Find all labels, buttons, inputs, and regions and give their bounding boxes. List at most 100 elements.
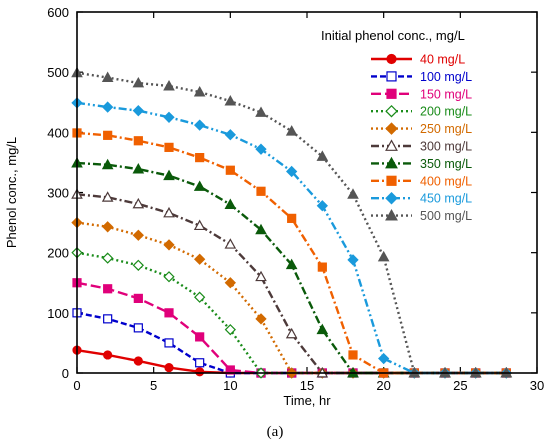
data-point bbox=[255, 106, 267, 117]
data-point bbox=[255, 223, 267, 235]
data-point bbox=[163, 271, 175, 283]
data-point bbox=[316, 323, 329, 335]
data-point bbox=[225, 365, 235, 375]
legend-label: 150 mg/L bbox=[420, 87, 472, 101]
legend-entry: 250 mg/L bbox=[371, 122, 472, 136]
data-point bbox=[164, 338, 174, 348]
x-tick-label: 0 bbox=[73, 378, 80, 393]
x-axis-title: Time, hr bbox=[283, 393, 331, 408]
data-point bbox=[194, 253, 206, 265]
legend-label: 400 mg/L bbox=[420, 174, 472, 188]
data-point bbox=[194, 291, 206, 303]
legend: Initial phenol conc., mg/L 40 mg/L 100 mg… bbox=[321, 28, 472, 223]
data-point bbox=[347, 254, 359, 266]
data-point bbox=[164, 142, 174, 152]
legend-swatch-marker bbox=[386, 71, 397, 82]
legend-label: 40 mg/L bbox=[420, 53, 465, 67]
data-point bbox=[101, 158, 114, 170]
legend-entry: 300 mg/L bbox=[371, 139, 472, 154]
y-axis-title: Phenol conc., mg/L bbox=[4, 137, 19, 248]
data-point bbox=[133, 136, 143, 146]
data-point bbox=[286, 165, 298, 178]
x-tick-label: 30 bbox=[530, 378, 544, 393]
figure-caption: (a) bbox=[267, 424, 284, 440]
y-tick-label: 500 bbox=[47, 65, 69, 80]
data-point bbox=[132, 229, 144, 241]
data-point bbox=[225, 165, 235, 175]
data-point bbox=[285, 125, 298, 136]
data-point bbox=[224, 324, 236, 336]
data-point bbox=[255, 313, 267, 325]
plot-frame bbox=[76, 11, 538, 374]
data-point bbox=[255, 270, 267, 282]
data-point bbox=[195, 153, 205, 163]
data-point bbox=[287, 213, 297, 223]
data-point bbox=[255, 143, 267, 155]
legend-swatch-marker bbox=[385, 156, 398, 169]
data-point bbox=[164, 362, 174, 373]
legend-swatch-marker bbox=[386, 175, 397, 186]
legend-swatch-marker bbox=[385, 139, 398, 151]
legend-swatch-marker bbox=[385, 104, 398, 118]
data-point bbox=[195, 367, 205, 377]
data-point bbox=[103, 314, 113, 324]
legend-entry: 150 mg/L bbox=[371, 87, 472, 101]
data-point bbox=[163, 239, 175, 251]
legend-title: Initial phenol conc., mg/L bbox=[321, 28, 465, 43]
data-point bbox=[195, 332, 205, 342]
data-point bbox=[103, 130, 113, 140]
data-point bbox=[164, 308, 174, 318]
y-tick-label: 300 bbox=[47, 186, 69, 201]
data-point bbox=[224, 198, 237, 209]
data-point bbox=[195, 358, 205, 368]
data-point bbox=[194, 119, 206, 131]
legend-swatch-marker bbox=[386, 88, 397, 99]
legend-entry: 350 mg/L bbox=[371, 156, 472, 171]
data-point bbox=[101, 71, 114, 83]
data-point bbox=[224, 129, 236, 141]
legend-label: 350 mg/L bbox=[420, 157, 472, 171]
data-point bbox=[224, 95, 237, 106]
data-point bbox=[163, 169, 175, 181]
data-point bbox=[103, 350, 113, 360]
y-tick-label: 100 bbox=[47, 306, 69, 321]
legend-label: 100 mg/L bbox=[420, 70, 472, 84]
data-point bbox=[102, 252, 114, 264]
legend-label: 500 mg/L bbox=[420, 209, 472, 223]
data-point bbox=[347, 188, 359, 199]
legend-entry: 400 mg/L bbox=[371, 174, 472, 188]
legend-label: 300 mg/L bbox=[420, 140, 472, 154]
data-point bbox=[102, 101, 114, 113]
series-100mgl bbox=[72, 308, 511, 378]
data-point bbox=[132, 162, 145, 174]
legend-label: 450 mg/L bbox=[420, 192, 472, 206]
data-point bbox=[132, 105, 144, 117]
legend-entry: 500 mg/L bbox=[371, 208, 472, 223]
y-tick-label: 200 bbox=[47, 246, 69, 261]
data-point bbox=[101, 191, 114, 202]
x-tick-label: 25 bbox=[453, 378, 467, 393]
data-point bbox=[224, 277, 236, 289]
data-point bbox=[133, 356, 143, 366]
legend-entry: 450 mg/L bbox=[371, 192, 472, 206]
data-point bbox=[163, 111, 175, 123]
data-point bbox=[163, 206, 175, 218]
data-point bbox=[316, 200, 328, 212]
data-point bbox=[377, 250, 390, 262]
x-tick-label: 5 bbox=[150, 378, 157, 393]
data-point bbox=[193, 85, 206, 97]
data-point bbox=[193, 180, 206, 191]
legend-label: 250 mg/L bbox=[420, 122, 472, 136]
legend-entry: 200 mg/L bbox=[371, 105, 472, 119]
data-point bbox=[133, 293, 143, 303]
data-point bbox=[103, 284, 113, 294]
legend-swatch-marker bbox=[386, 53, 397, 65]
y-tick-label: 600 bbox=[47, 5, 69, 20]
data-point bbox=[193, 219, 206, 231]
x-tick-label: 20 bbox=[376, 378, 390, 393]
data-point bbox=[316, 150, 329, 161]
series-line bbox=[76, 251, 507, 375]
data-point bbox=[132, 197, 145, 209]
data-point bbox=[133, 323, 143, 333]
